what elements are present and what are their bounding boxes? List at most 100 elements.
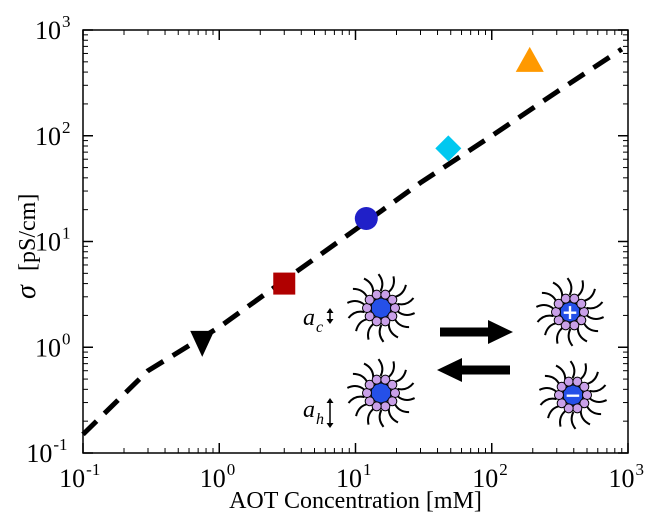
micelle-negative: − bbox=[538, 360, 608, 430]
micelle-tail bbox=[393, 317, 410, 329]
fit-line-layer bbox=[81, 47, 624, 437]
micelle-tail bbox=[559, 409, 567, 427]
micelle-headgroup bbox=[387, 396, 398, 407]
micelle-headgroup bbox=[551, 307, 561, 317]
tick-label-base: 10 bbox=[200, 464, 226, 493]
micelle-tail bbox=[378, 409, 385, 428]
micelle-tail bbox=[556, 326, 564, 344]
micelle-tail bbox=[547, 404, 561, 419]
micelle-tail bbox=[352, 372, 369, 384]
micelle-tail bbox=[586, 314, 605, 320]
size-arrow-head bbox=[326, 423, 334, 428]
y-axis-symbol: σ bbox=[11, 284, 42, 299]
micelle-tail bbox=[347, 310, 365, 319]
micelle-tail bbox=[367, 322, 375, 340]
tick-label-base: 10 bbox=[59, 464, 85, 493]
micelle-tail bbox=[576, 280, 584, 298]
tick-label-base: 10 bbox=[472, 464, 498, 493]
arrow-left-head bbox=[437, 358, 462, 382]
micelle-headgroup bbox=[380, 316, 391, 327]
micelle-tail bbox=[544, 374, 561, 386]
micelle-headgroup bbox=[371, 401, 382, 412]
micelle-tail bbox=[555, 364, 567, 380]
size-arrow-head bbox=[326, 398, 334, 403]
y-axis-label: σ [pS/cm] bbox=[11, 194, 42, 299]
y-axis-units: [pS/cm] bbox=[15, 194, 41, 271]
micelle-tail bbox=[352, 287, 369, 299]
micelle-tail bbox=[377, 273, 384, 292]
x-tick-label: 10 2 bbox=[472, 460, 508, 493]
micelle-headgroup bbox=[554, 390, 564, 400]
micelle-tail bbox=[589, 397, 608, 403]
size-arrow-head bbox=[326, 319, 334, 324]
tick-label-base: 10 bbox=[35, 122, 61, 151]
micelle-headgroup bbox=[380, 401, 391, 412]
micelle-tail bbox=[538, 387, 557, 393]
x-tick-label: 10 -1 bbox=[59, 460, 100, 493]
x-axis-label: AOT Concentration [mM] bbox=[229, 488, 482, 514]
tick-label-base: 10 bbox=[609, 464, 635, 493]
micelle-tail bbox=[355, 402, 369, 417]
micelle-headgroup bbox=[362, 388, 372, 398]
micelle-tail bbox=[393, 402, 410, 414]
size-label-base: a bbox=[303, 397, 315, 423]
micelle-tail bbox=[387, 276, 395, 294]
fit-line bbox=[81, 47, 624, 437]
micelle-tail bbox=[585, 371, 599, 386]
micelle-neutral-top bbox=[346, 273, 416, 343]
micelle-headgroup bbox=[390, 388, 400, 398]
micelle-tail bbox=[570, 411, 577, 430]
tick-label-exponent: 0 bbox=[227, 460, 236, 479]
micelle-headgroup bbox=[364, 379, 375, 390]
micelle-tail bbox=[579, 410, 591, 426]
micelle-tail bbox=[387, 361, 395, 379]
micelle-headgroup bbox=[579, 307, 589, 317]
tick-label-base: 10 bbox=[35, 16, 61, 45]
y-tick-label: 10 2 bbox=[35, 118, 71, 151]
micelle-tail bbox=[397, 297, 415, 306]
micelle-headgroup bbox=[371, 289, 382, 300]
inset-illustration: +−a ca h bbox=[303, 273, 608, 430]
micelle-headgroup bbox=[579, 398, 590, 409]
micelle-headgroup bbox=[390, 303, 400, 313]
charge-sign: + bbox=[562, 300, 579, 324]
micelle-headgroup bbox=[572, 376, 583, 387]
micelle-tail bbox=[582, 288, 596, 303]
micelle-tail bbox=[346, 300, 365, 306]
micelle-headgroup bbox=[380, 374, 391, 385]
micelle-tail bbox=[387, 323, 399, 339]
data-point-triangle-down bbox=[190, 330, 215, 357]
micelle-headgroup bbox=[364, 294, 375, 305]
tick-label-exponent: 3 bbox=[636, 460, 645, 479]
micelle-tail bbox=[535, 304, 554, 310]
micelle-neutral-bottom bbox=[346, 358, 416, 428]
micelle-tail bbox=[363, 362, 375, 378]
micelle-headgroup bbox=[387, 379, 398, 390]
micelle-tail bbox=[393, 284, 407, 299]
micelle-tail bbox=[393, 369, 407, 384]
tick-label-base: 10 bbox=[336, 464, 362, 493]
size-label-sub: c bbox=[316, 319, 323, 336]
micelle-headgroup bbox=[362, 303, 372, 313]
micelle-tail bbox=[579, 363, 587, 381]
micelle-tail bbox=[387, 408, 399, 424]
micelle-headgroup bbox=[387, 311, 398, 322]
plot-frame bbox=[82, 29, 629, 454]
micelle-headgroup bbox=[364, 396, 375, 407]
micelle-tail bbox=[576, 327, 588, 343]
x-tick-label: 10 3 bbox=[609, 460, 645, 493]
micelle-positive: + bbox=[535, 277, 605, 347]
micelle-tail bbox=[397, 310, 416, 316]
micelle-tail bbox=[566, 277, 573, 296]
micelle-tail bbox=[569, 360, 576, 379]
micelle-tail bbox=[536, 314, 554, 323]
micelle-tail bbox=[363, 277, 375, 293]
arrow-right-head bbox=[488, 320, 513, 344]
tick-label-exponent: 1 bbox=[62, 224, 71, 243]
data-point-square bbox=[273, 272, 296, 295]
tick-label-exponent: 3 bbox=[62, 12, 71, 31]
micelle-tail bbox=[377, 358, 384, 377]
